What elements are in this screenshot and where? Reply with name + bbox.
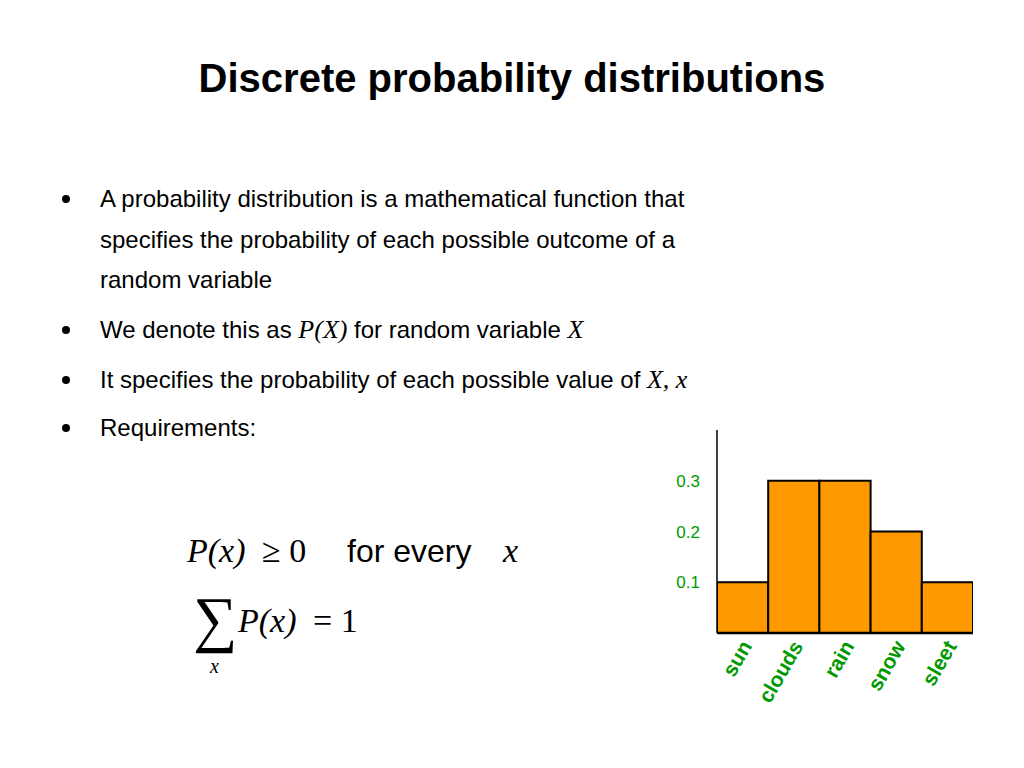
formula-part: for every: [347, 533, 471, 569]
y-tick-label: 0.2: [676, 523, 700, 542]
x-axis: [717, 632, 973, 635]
sum-index: x: [209, 655, 219, 677]
bar: [819, 481, 870, 633]
bullet-text: Requirements:: [100, 414, 256, 441]
bullet-dot: [62, 195, 70, 203]
bars: [717, 481, 973, 633]
x-tick-label: snow: [863, 636, 910, 695]
bullet-dot: [62, 424, 70, 432]
bar: [871, 532, 922, 634]
bullet-part: We denote this as: [100, 316, 298, 343]
bullet-part: X: [567, 315, 585, 344]
x-tick-label: sleet: [917, 637, 961, 690]
bullet-part: X, x: [646, 365, 688, 394]
bullet-text: It specifies the probability of each pos…: [100, 365, 688, 394]
bullet-part: Requirements:: [100, 414, 256, 441]
bullet-part: for random variable: [347, 316, 567, 343]
x-tick-label: clouds: [754, 637, 808, 707]
chart: 0.1 0.2 0.3 sunclouds rainsnowsleet: [676, 430, 973, 707]
bullet-text: A probability distribution is a mathemat…: [100, 185, 685, 212]
bar: [768, 481, 819, 633]
bar: [922, 582, 973, 633]
x-tick-label: sun: [717, 637, 756, 681]
bullet-part: It specifies the probability of each pos…: [100, 366, 647, 393]
title: Discrete probability distributions: [199, 56, 826, 100]
bar: [717, 582, 768, 633]
formula-part: x: [502, 532, 518, 569]
y-tick-label: 0.1: [676, 573, 700, 592]
bullet-text: specifies the probability of each possib…: [100, 226, 676, 253]
bullet-text: We denote this as P(X) for random variab…: [100, 315, 585, 344]
bullet-dot: [62, 376, 70, 384]
formula-part: ≥ 0: [262, 532, 306, 569]
slide: Discrete probability distributions A prob…: [0, 0, 1024, 768]
bullet-text: random variable: [100, 266, 272, 293]
formula-part: P(x): [186, 532, 246, 570]
formula-part: P(x): [237, 602, 297, 640]
formula-part: = 1: [313, 602, 358, 639]
sum-sign: ∑: [193, 585, 237, 654]
y-axis: [716, 430, 718, 633]
bullet-part: P(X): [297, 315, 347, 344]
y-tick-label: 0.3: [676, 472, 700, 491]
bullet-dot: [62, 326, 70, 334]
x-tick-label: rain: [819, 637, 858, 682]
